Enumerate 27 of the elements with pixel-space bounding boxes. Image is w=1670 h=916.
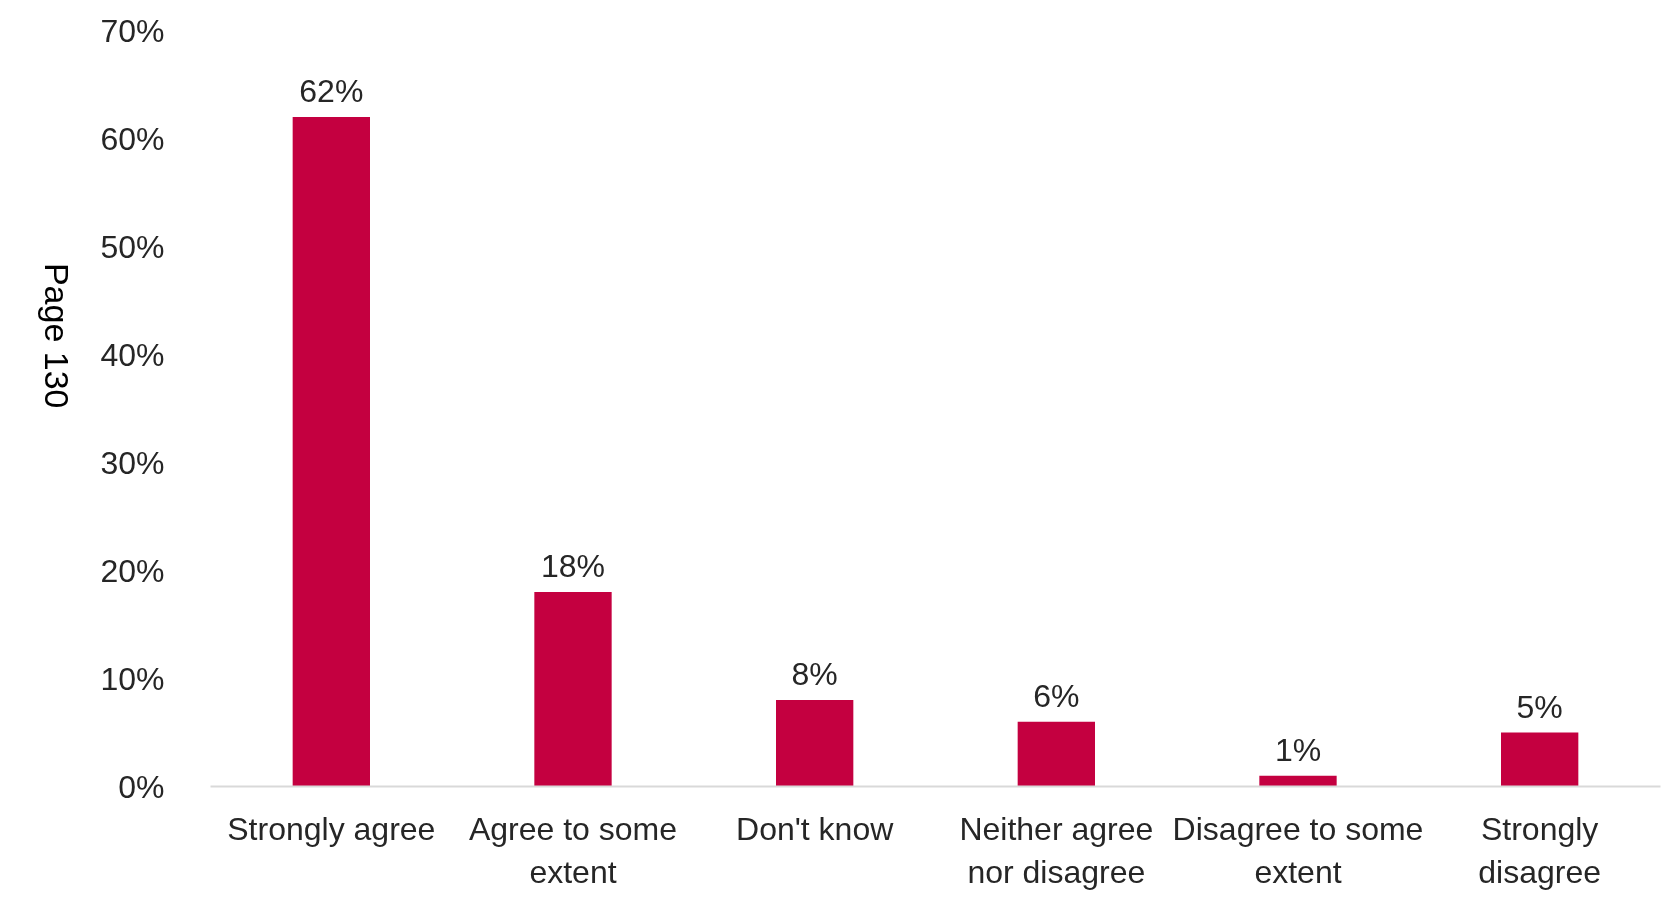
x-tick-label: Agree to some extent: [468, 810, 678, 890]
data-label: 1%: [1274, 731, 1322, 768]
bar: [1017, 721, 1095, 787]
y-tick-label: 60%: [100, 120, 165, 157]
text: Page 130: [38, 262, 77, 409]
bar: [1501, 732, 1579, 787]
y-tick-label: 20%: [100, 552, 165, 589]
data-label: 8%: [791, 656, 838, 693]
x-tick-label: Strongly agree: [227, 810, 436, 847]
data-label: 62%: [299, 72, 364, 109]
bar: [776, 700, 854, 787]
x-tick-label: Disagree to some extent: [1172, 810, 1424, 890]
data-label: 6%: [1033, 677, 1080, 714]
bar: [534, 592, 612, 787]
data-label: 18%: [540, 548, 606, 585]
bar: [1259, 775, 1337, 787]
data-label: 5%: [1516, 688, 1563, 725]
y-tick-label: 10%: [100, 660, 165, 697]
bar: [292, 116, 370, 787]
y-tick-label: 50%: [100, 228, 165, 265]
y-tick-label: 0%: [118, 768, 165, 805]
x-tick-label: Don't know: [736, 810, 895, 847]
y-tick-label: 70%: [100, 12, 165, 49]
x-tick-label: Neither agree nor disagree: [959, 810, 1154, 890]
y-tick-label: 40%: [100, 336, 165, 373]
x-tick-label: Strongly disagree: [1478, 810, 1602, 890]
y-tick-label: 30%: [100, 444, 165, 481]
